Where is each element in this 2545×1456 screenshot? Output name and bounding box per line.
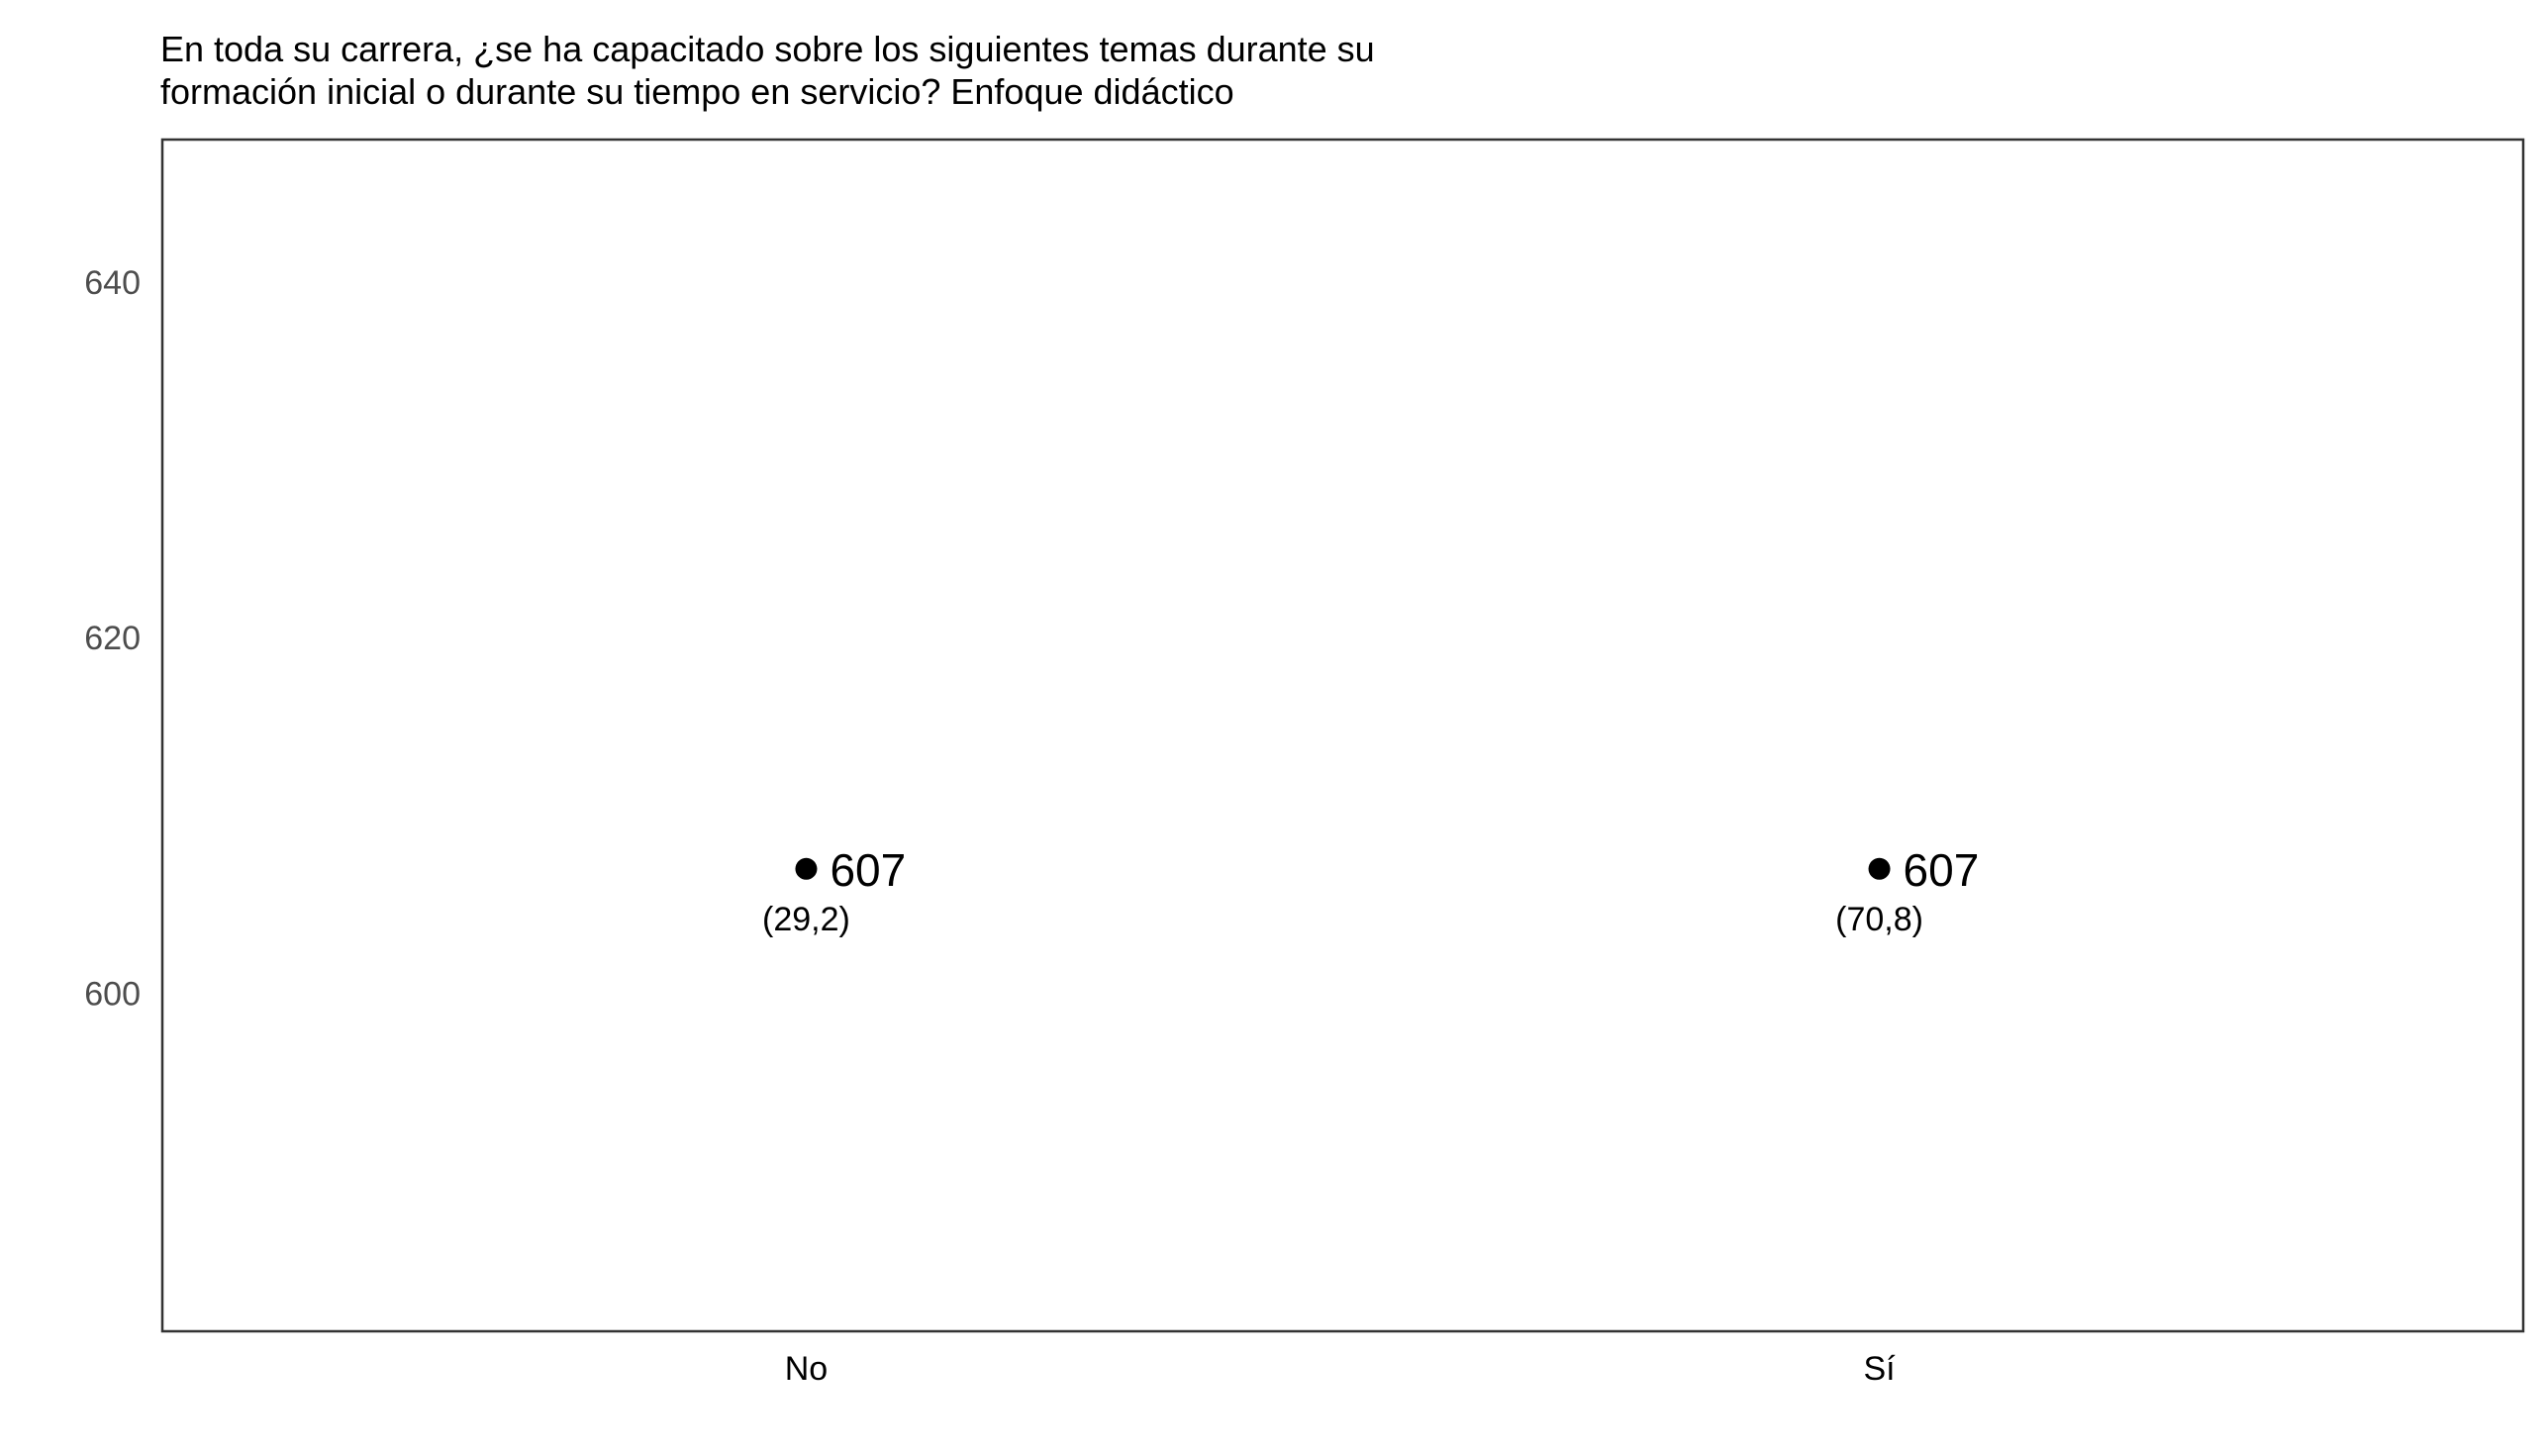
plot-panel-border bbox=[160, 138, 2525, 1333]
data-points: 607 (29,2) 607 (70,8) bbox=[762, 844, 1979, 938]
y-tick-label: 640 bbox=[84, 264, 141, 302]
chart-title: En toda su carrera, ¿se ha capacitado so… bbox=[160, 28, 1744, 113]
y-tick-label: 600 bbox=[84, 976, 141, 1014]
data-value-label: 607 bbox=[1904, 844, 1980, 896]
x-tick-label: Sí bbox=[1863, 1350, 1896, 1388]
data-value-label: 607 bbox=[830, 844, 906, 896]
chart-title-line-1: En toda su carrera, ¿se ha capacitado so… bbox=[160, 29, 1375, 69]
y-axis: 600 620 640 bbox=[84, 264, 141, 1014]
data-percent-label: (70,8) bbox=[1835, 901, 1923, 938]
x-axis: No Sí bbox=[785, 1350, 1896, 1388]
chart-title-line-2: formación inicial o durante su tiempo en… bbox=[160, 71, 1234, 112]
data-percent-label: (29,2) bbox=[762, 901, 850, 938]
x-tick-label: No bbox=[785, 1350, 828, 1388]
data-point bbox=[795, 857, 818, 880]
data-point bbox=[1868, 857, 1891, 880]
y-tick-label: 620 bbox=[84, 620, 141, 657]
